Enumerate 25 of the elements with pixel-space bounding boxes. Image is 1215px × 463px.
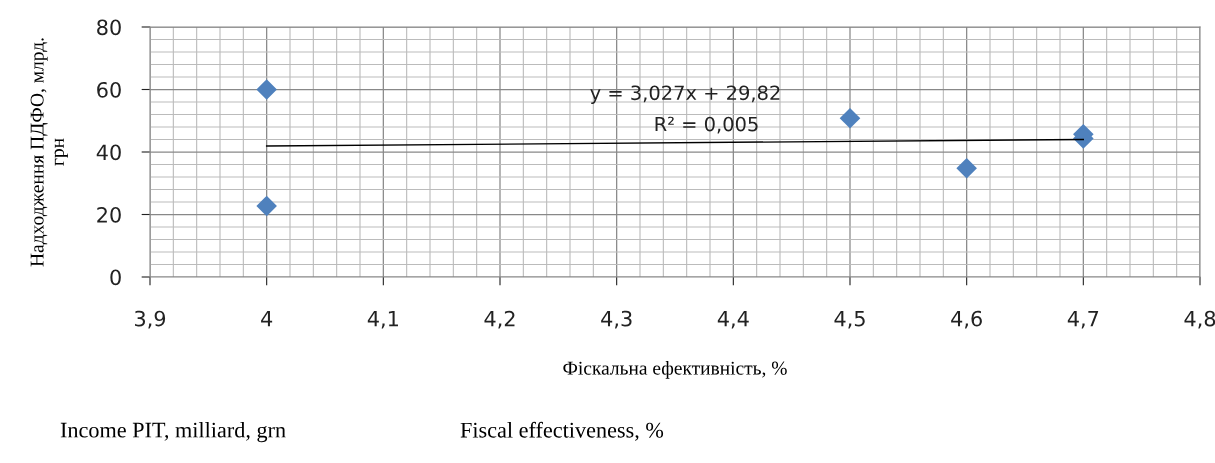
x-tick-label: 4: [261, 310, 273, 327]
y-tick-label: 40: [96, 144, 121, 161]
point: [256, 79, 277, 100]
x-tick-label: 4,5: [834, 310, 865, 329]
point: [839, 107, 861, 129]
y-tick-label: 20: [97, 206, 121, 223]
text: Fiscal effectiveness, %: [460, 421, 664, 441]
x-tick-label: 4,4: [717, 310, 749, 329]
text: Income PIT, milliard, grn: [60, 421, 286, 443]
annotation: R² = 0,005: [655, 116, 758, 134]
x-tick-label: 4,8: [1184, 310, 1215, 329]
y-axis-title: Надходження ПДФО, млрд. грн: [30, 38, 68, 267]
point: [256, 195, 277, 217]
x-tick-label: 4,7: [1067, 310, 1099, 329]
point: [956, 157, 977, 179]
y-tick-label: 80: [97, 19, 121, 36]
x-tick-label: 4,2: [484, 310, 515, 329]
annotation: y = 3,027x + 29,82: [590, 85, 780, 104]
x-axis-title: Фіскальна ефективність, %: [563, 361, 787, 379]
x-tick-label: 4,3: [601, 310, 632, 329]
x-tick-label: 3,9: [135, 310, 166, 329]
y-tick-label: 0: [110, 269, 121, 286]
x-tick-label: 4,1: [367, 310, 398, 329]
x-tick-label: 4,6: [951, 310, 982, 329]
y-tick-label: 60: [97, 81, 121, 98]
